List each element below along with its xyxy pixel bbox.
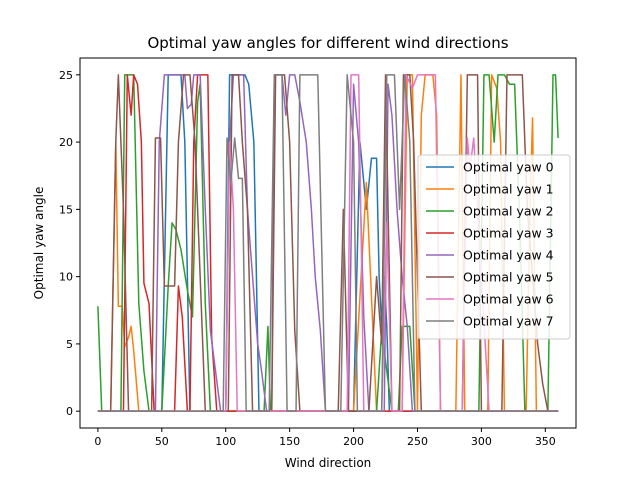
- plot-frame: [79, 57, 577, 429]
- legend-entry-5: Optimal yaw 5: [463, 270, 554, 285]
- x-tick-label-2: 100: [215, 435, 236, 448]
- y-tick-label-5: 25: [59, 69, 73, 82]
- chart-title: Optimal yaw angles for different wind di…: [147, 34, 508, 52]
- legend-entry-4: Optimal yaw 4: [463, 248, 554, 263]
- legend-entry-2: Optimal yaw 2: [463, 204, 554, 219]
- y-tick-label-3: 15: [59, 203, 73, 216]
- legend-box: [417, 154, 571, 340]
- series-line-7: [97, 74, 559, 412]
- legend-entry-1: Optimal yaw 1: [463, 182, 554, 197]
- x-tick-label-3: 150: [279, 435, 300, 448]
- x-tick-label-7: 350: [535, 435, 556, 448]
- y-axis: 0 5 10 15 20 25: [59, 69, 80, 418]
- x-tick-label-6: 300: [471, 435, 492, 448]
- y-tick-label-2: 10: [59, 271, 73, 284]
- y-tick-label-4: 20: [59, 136, 73, 149]
- legend-entry-6: Optimal yaw 6: [463, 292, 554, 307]
- x-axis: 0 50 100 150 200 250 300 350: [94, 428, 556, 448]
- y-axis-label: Optimal yaw angle: [32, 187, 46, 300]
- x-axis-label: Wind direction: [285, 456, 372, 470]
- legend-entry-3: Optimal yaw 3: [463, 226, 554, 241]
- x-tick-label-0: 0: [94, 435, 101, 448]
- x-tick-label-5: 250: [407, 435, 428, 448]
- y-tick-label-1: 5: [66, 338, 73, 351]
- legend-entry-7: Optimal yaw 7: [463, 314, 554, 329]
- y-tick-label-0: 0: [66, 405, 73, 418]
- x-tick-label-1: 50: [155, 435, 169, 448]
- x-tick-label-4: 200: [343, 435, 364, 448]
- legend: Optimal yaw 0 Optimal yaw 1 Optimal yaw 2 O…: [417, 154, 571, 340]
- legend-entry-0: Optimal yaw 0: [463, 160, 554, 175]
